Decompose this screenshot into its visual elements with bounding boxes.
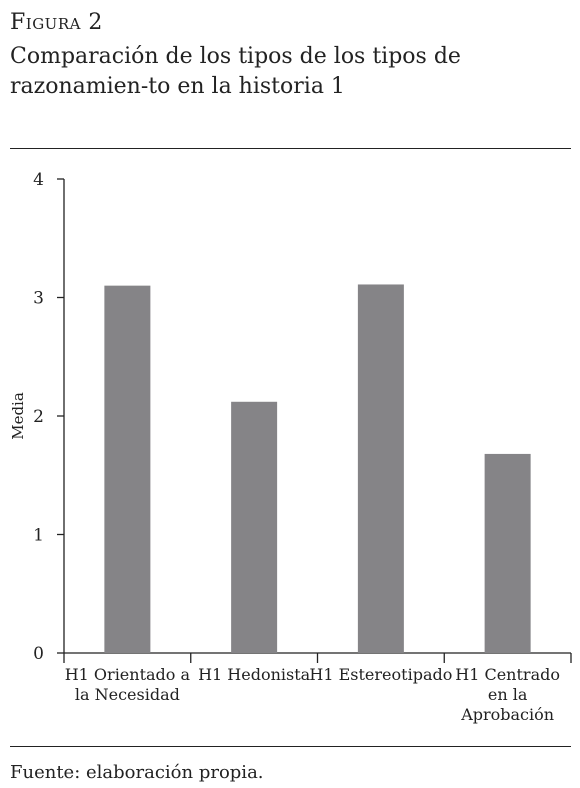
x-tick-label-line: H1 Centrado <box>455 665 560 684</box>
source-note: Fuente: elaboración propia. <box>10 762 264 783</box>
x-tick-label: H1 Centrado en la Aprobación <box>455 665 560 724</box>
bottom-rule <box>10 746 571 747</box>
y-tick-label: 4 <box>33 170 44 190</box>
top-rule <box>10 148 571 149</box>
x-tick-label: H1 Estereotipado <box>309 665 452 684</box>
y-tick-label: 3 <box>33 289 44 309</box>
x-tick-label-line: la Necesidad <box>75 685 180 704</box>
y-tick-label: 2 <box>33 407 44 427</box>
x-tick-label-line: en la <box>488 685 528 704</box>
x-tick-label-line: H1 Orientado a <box>65 665 191 684</box>
x-tick-label: H1 Hedonista <box>198 665 311 684</box>
x-tick-label-line: Aprobación <box>460 705 554 724</box>
y-axis-title: Media <box>9 392 27 440</box>
bar <box>104 285 151 653</box>
bar <box>357 284 404 653</box>
y-tick-label: 0 <box>33 644 44 664</box>
figure-label: Figura 2 <box>10 10 103 35</box>
x-tick-label: H1 Orientado a la Necesidad <box>65 665 191 704</box>
x-tick-label-line: H1 Hedonista <box>198 665 311 684</box>
bar <box>231 401 278 653</box>
chart-bars <box>104 284 531 653</box>
y-tick-label: 1 <box>33 526 44 546</box>
bar <box>484 453 531 653</box>
figure-title-text: Comparación de los tipos de los tipos de… <box>10 44 461 99</box>
figure-title: Comparación de los tipos de los tipos de… <box>10 42 570 102</box>
x-tick-label-line: H1 Estereotipado <box>309 665 452 684</box>
